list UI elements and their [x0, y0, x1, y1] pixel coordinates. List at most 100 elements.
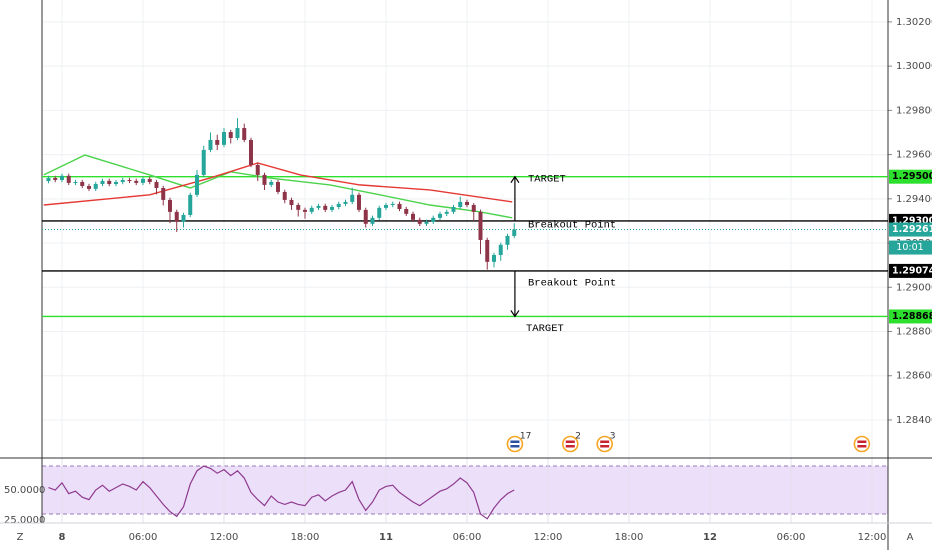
price-label: 1.28868: [892, 311, 932, 322]
y-tick-label: 1.28600: [896, 371, 932, 382]
candle-body: [107, 180, 112, 184]
x-tick-label: 06:00: [777, 532, 806, 543]
candle-body: [464, 201, 469, 206]
candle-body: [350, 194, 355, 202]
candle-body: [356, 194, 361, 210]
rsi-line: [48, 465, 515, 520]
annotation: TARGET: [528, 173, 566, 185]
candle-body: [431, 217, 436, 222]
candle-body: [410, 213, 415, 220]
x-tick-label: 12:00: [534, 532, 563, 543]
candle-body: [491, 254, 496, 262]
candle-body: [316, 205, 321, 208]
candle-body: [269, 182, 274, 185]
event-count: 17: [520, 432, 531, 442]
candle-body: [478, 211, 483, 240]
rsi-band: [42, 466, 888, 515]
x-tick-label: 12:00: [210, 532, 239, 543]
candle-body: [188, 194, 193, 215]
candle-body: [383, 205, 388, 208]
y-tick-label: 1.29800: [896, 105, 932, 116]
candle-body: [296, 205, 301, 210]
event-icon[interactable]: [596, 435, 613, 453]
countdown-box: [889, 240, 932, 255]
toolbar-button[interactable]: Z: [17, 532, 24, 543]
candle-body: [235, 128, 240, 138]
candle-body: [208, 139, 213, 150]
event-count: 2: [575, 432, 581, 442]
candle-body: [262, 174, 267, 185]
rsi-tick-label: 25.0000: [4, 515, 45, 526]
candle-body: [370, 217, 375, 224]
x-tick-label: 12: [703, 532, 717, 543]
candle-body: [86, 185, 91, 189]
candle-body: [424, 221, 429, 224]
candle-body: [363, 209, 368, 224]
event-icon-stripe: [600, 443, 610, 445]
y-tick-label: 1.29000: [896, 282, 932, 293]
candle-body: [397, 203, 402, 209]
price-label: 1.29500: [892, 171, 932, 182]
candle-body: [194, 174, 199, 195]
candle-body: [336, 203, 341, 207]
candle-body: [154, 182, 159, 188]
y-tick-label: 1.30200: [896, 17, 932, 28]
x-tick-label: 06:00: [453, 532, 482, 543]
candle-body: [242, 128, 247, 140]
candle-body: [437, 213, 442, 218]
candle-body: [275, 182, 280, 192]
candle-body: [404, 208, 409, 214]
y-tick-label: 1.28800: [896, 327, 932, 338]
x-tick-label: 18:00: [291, 532, 320, 543]
y-tick-label: 1.30000: [896, 61, 932, 72]
annotation: Breakout Point: [528, 278, 616, 290]
arrow-head: [510, 310, 520, 318]
candle-body: [80, 182, 85, 186]
annotation: Breakout Point: [528, 220, 616, 232]
candle-body: [498, 244, 503, 255]
x-tick-label: 06:00: [129, 532, 158, 543]
event-count: 3: [610, 432, 616, 442]
candle-body: [417, 219, 422, 224]
candle-body: [458, 201, 463, 207]
x-tick-label: 11: [379, 532, 393, 543]
moving-average: [43, 162, 513, 206]
candle-body: [181, 214, 186, 222]
candle-body: [140, 178, 145, 183]
candle-body: [248, 139, 253, 165]
candle-body: [289, 199, 294, 206]
candle-body: [167, 199, 172, 212]
event-icon[interactable]: [506, 435, 524, 453]
candle-body: [59, 175, 64, 181]
price-label-box: [889, 222, 932, 237]
price-label: 1.29074: [892, 265, 932, 276]
price-label: 1.29300: [892, 215, 932, 226]
candle-body: [66, 175, 71, 183]
candle-body: [377, 207, 382, 218]
event-icon[interactable]: [853, 435, 871, 453]
price-label-box: [889, 309, 932, 324]
y-tick-label: 1.29600: [896, 150, 932, 161]
x-tick-label: 12:00: [858, 532, 887, 543]
candle-body: [444, 211, 449, 214]
candle-body: [134, 180, 139, 183]
event-icon[interactable]: [561, 435, 579, 453]
price-label: 1.29261: [892, 224, 932, 235]
candle-body: [343, 201, 348, 204]
candle-body: [147, 178, 152, 183]
candle-body: [46, 178, 51, 182]
candle-body: [221, 132, 226, 145]
candle-body: [228, 132, 233, 138]
candle-body: [451, 206, 456, 212]
candle-body: [120, 180, 125, 183]
candle-body: [201, 149, 206, 175]
toolbar-button[interactable]: A: [907, 532, 914, 543]
price-label-box: [889, 169, 932, 184]
candle-body: [113, 182, 118, 184]
y-tick-label: 1.28400: [896, 415, 932, 426]
candle-body: [215, 139, 220, 145]
event-icon-stripe: [857, 443, 867, 445]
candle-body: [329, 206, 334, 210]
